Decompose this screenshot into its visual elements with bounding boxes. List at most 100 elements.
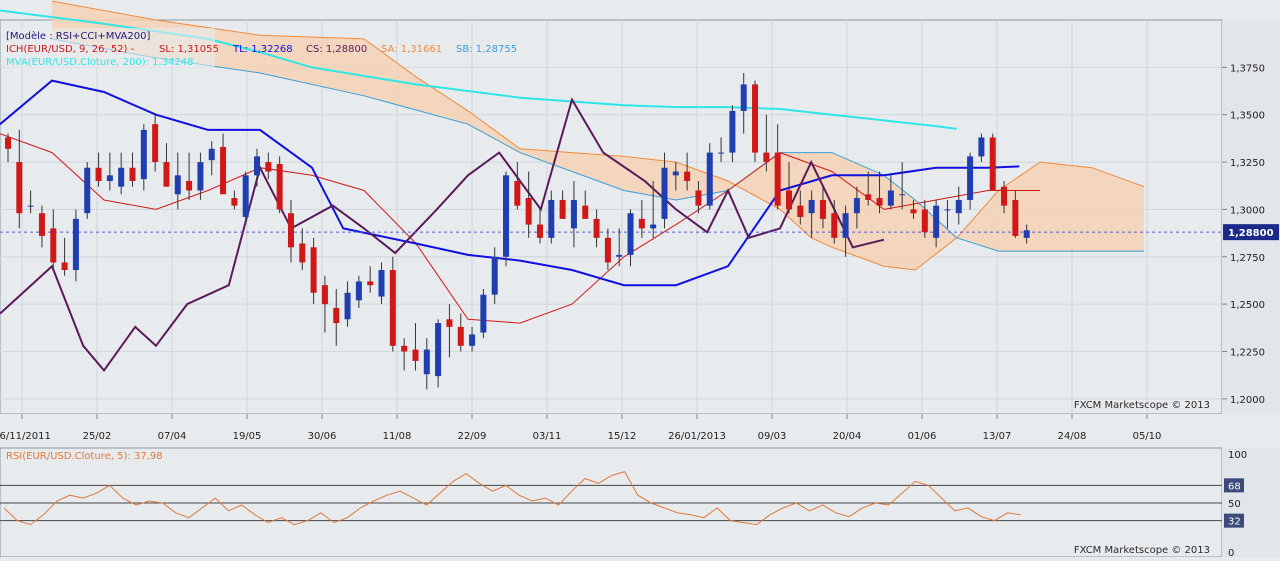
candle-bear <box>774 152 781 206</box>
price-axis <box>1222 20 1280 414</box>
rsi-level-badge <box>1224 478 1244 493</box>
candle-bear <box>559 199 566 219</box>
candle-bear <box>797 205 804 217</box>
candle-bear <box>865 194 872 200</box>
candle-bear <box>220 146 227 195</box>
rsi-levels <box>0 484 1222 522</box>
candle-bull <box>242 175 249 217</box>
candle-bull <box>740 84 747 111</box>
candle-bear <box>763 152 770 163</box>
candle-bull <box>944 209 951 211</box>
candle-bear <box>129 167 136 182</box>
candle-bull <box>208 148 215 161</box>
candle-bear <box>684 171 691 182</box>
candle-bear <box>61 262 68 271</box>
candle-bear <box>321 285 328 305</box>
date-tick-label: 07/04 <box>158 431 187 442</box>
candle-bull <box>933 205 940 238</box>
candle-bear <box>231 198 238 206</box>
candle-bull <box>118 167 125 187</box>
candle-bull <box>570 199 577 229</box>
candle-bear <box>412 349 419 361</box>
legend-cs: CS: 1,28800 <box>306 44 367 55</box>
candle-bear <box>638 218 645 229</box>
candle-bear <box>186 181 193 191</box>
candle-bear <box>1012 199 1019 236</box>
date-tick-label: 26/11/2011 <box>0 431 51 442</box>
candle-bull <box>480 294 487 333</box>
candle-bear <box>604 237 611 263</box>
price-tick-label: 1,2000 <box>1230 395 1265 406</box>
candle-bear <box>152 124 159 163</box>
candle-bear <box>876 198 883 206</box>
candle-bear <box>525 198 532 225</box>
candle-bear <box>95 167 102 182</box>
candle-bull <box>650 224 657 229</box>
candle-bull <box>435 323 442 377</box>
date-tick-label: 20/04 <box>833 431 862 442</box>
candle-bear <box>16 162 23 214</box>
candle-bear <box>367 281 374 286</box>
candle-bear <box>401 345 408 352</box>
candle-bear <box>593 218 600 238</box>
candle-bull <box>808 199 815 214</box>
date-tick-label: 01/06 <box>908 431 937 442</box>
candle-bear <box>389 270 396 346</box>
price-tick-label: 1,3750 <box>1230 63 1265 74</box>
kijun-sen-line <box>0 79 1020 287</box>
candle-bear <box>299 243 306 263</box>
date-tick-label: 05/10 <box>1133 431 1162 442</box>
candle-bull <box>140 129 147 180</box>
candle-bear <box>910 209 917 214</box>
candle-bull <box>254 156 261 176</box>
price-axis-labels: 1,3750 1,3500 1,3250 1,3000 1,2750 1,2500 1,22… <box>1222 63 1279 406</box>
candle-bear <box>265 162 272 172</box>
candle-bull <box>899 194 906 196</box>
rsi-line <box>3 471 1021 526</box>
candle-bull <box>616 254 623 257</box>
mva200-line <box>0 9 957 130</box>
legend-ichimoku: ICH(EUR/USD, 9, 26, 52) - <box>6 44 135 55</box>
rsi-series <box>3 471 1021 526</box>
date-tick-label: 26/01/2013 <box>668 431 726 442</box>
candle-bull <box>503 175 510 257</box>
rsi-tick-label: 68 <box>1228 481 1241 492</box>
candle-bull <box>84 167 91 214</box>
candle-bear <box>582 205 589 219</box>
rsi-tick-label: 32 <box>1228 517 1241 528</box>
rsi-level-badge <box>1224 513 1244 528</box>
date-tick-label: 15/12 <box>608 431 637 442</box>
candle-bull <box>469 334 476 346</box>
candle-bull <box>661 167 668 219</box>
last-price-badge <box>1223 224 1279 241</box>
price-tick-label: 1,2250 <box>1230 347 1265 358</box>
date-tick-label: 25/02 <box>83 431 112 442</box>
price-watermark: FXCM Marketscope © 2013 <box>1074 400 1210 411</box>
candle-bull <box>978 137 985 157</box>
price-tick-label: 1,2750 <box>1230 253 1265 264</box>
candle-bull <box>548 199 555 238</box>
date-tick-label: 09/03 <box>758 431 787 442</box>
candle-bear <box>989 137 996 191</box>
chikou-span-line <box>0 97 885 373</box>
price-tick-label: 1,3500 <box>1230 111 1265 122</box>
candle-bear <box>163 162 170 187</box>
rsi-tick-label: 100 <box>1228 450 1247 461</box>
legend-sb: SB: 1,28755 <box>456 44 517 55</box>
candle-bull <box>842 213 849 238</box>
candle-bear <box>38 213 45 236</box>
candle-bear <box>446 319 453 327</box>
price-tick-label: 1,2500 <box>1230 300 1265 311</box>
candle-bear <box>536 224 543 238</box>
legend-background <box>5 28 215 68</box>
candle-bull <box>853 198 860 214</box>
candle-bull <box>378 270 385 297</box>
candle-bull <box>106 175 113 182</box>
candle-bull <box>706 152 713 206</box>
candle-bear <box>785 190 792 210</box>
date-tick-label: 11/08 <box>383 431 412 442</box>
date-tick-label: 13/07 <box>983 431 1012 442</box>
candle-bull <box>887 190 894 206</box>
candle-bear <box>310 247 317 293</box>
